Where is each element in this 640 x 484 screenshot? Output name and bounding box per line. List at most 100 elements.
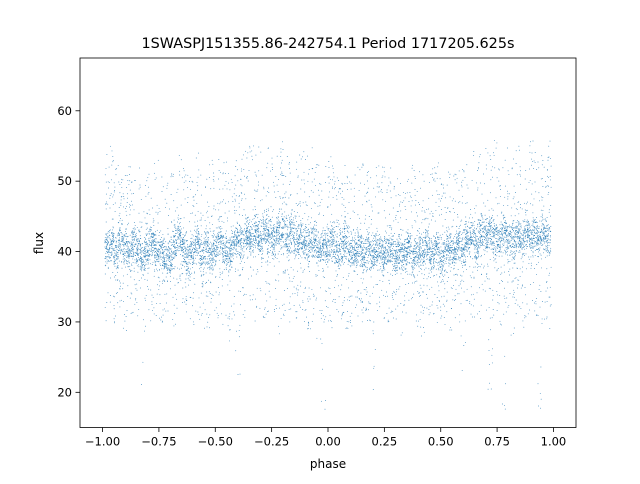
data-point — [169, 208, 170, 210]
data-point — [167, 272, 169, 274]
data-point — [229, 237, 231, 239]
data-point — [233, 252, 235, 254]
data-point — [221, 285, 223, 287]
data-point — [253, 189, 255, 191]
data-point — [183, 181, 185, 183]
data-point — [324, 233, 326, 235]
data-point — [148, 233, 150, 235]
data-point — [225, 267, 227, 269]
data-point — [209, 269, 211, 271]
data-point — [134, 246, 136, 248]
data-point — [342, 276, 344, 278]
data-point — [273, 235, 275, 237]
data-point — [247, 243, 249, 245]
data-point — [190, 273, 191, 275]
data-point — [173, 231, 175, 232]
data-point — [107, 266, 109, 268]
data-point — [161, 249, 163, 250]
data-point — [231, 240, 233, 242]
data-point — [121, 251, 123, 253]
data-point — [275, 232, 277, 234]
data-point — [202, 282, 203, 284]
data-point — [282, 254, 284, 256]
data-point — [347, 327, 349, 329]
data-point — [199, 255, 201, 257]
data-point — [300, 255, 302, 257]
data-point — [236, 229, 238, 230]
data-point — [304, 247, 306, 249]
data-point — [349, 252, 351, 253]
data-point — [246, 242, 248, 243]
data-point — [341, 259, 343, 261]
data-point — [225, 202, 227, 204]
data-point — [343, 204, 345, 206]
data-point — [237, 169, 239, 171]
data-point — [300, 226, 302, 228]
data-point — [217, 227, 219, 229]
data-point — [182, 239, 184, 241]
data-point — [327, 241, 328, 243]
data-point — [334, 257, 336, 258]
data-point — [231, 182, 233, 184]
data-point — [121, 186, 123, 188]
data-point — [144, 185, 146, 187]
data-point — [141, 247, 142, 249]
data-point — [312, 255, 314, 257]
data-point — [196, 251, 198, 253]
data-point — [156, 302, 158, 304]
data-point — [104, 239, 106, 241]
data-point — [277, 243, 278, 245]
data-point — [252, 232, 254, 234]
data-point — [160, 230, 162, 232]
data-point — [108, 187, 110, 189]
data-point — [159, 245, 161, 247]
data-point — [169, 248, 171, 250]
data-point — [119, 228, 121, 230]
data-point — [144, 255, 145, 257]
data-point — [336, 261, 338, 263]
data-point — [303, 179, 305, 181]
data-point — [266, 271, 268, 272]
data-point — [202, 284, 204, 286]
data-point — [171, 251, 173, 253]
data-point — [295, 238, 297, 240]
data-point — [298, 215, 300, 217]
data-point — [108, 246, 110, 248]
data-point — [271, 246, 273, 248]
data-point — [177, 236, 179, 238]
data-point — [243, 251, 245, 253]
data-point — [155, 252, 157, 254]
data-point — [219, 254, 221, 256]
data-point — [223, 260, 225, 262]
data-point — [191, 237, 193, 239]
data-point — [327, 266, 329, 268]
data-point — [310, 227, 312, 229]
data-point — [289, 239, 291, 241]
data-point — [240, 233, 242, 235]
data-point — [253, 229, 255, 231]
data-point — [150, 242, 152, 244]
data-point — [284, 223, 286, 225]
data-point — [161, 257, 163, 259]
data-point — [300, 225, 302, 227]
data-point — [330, 204, 332, 206]
data-point — [246, 236, 248, 238]
data-point — [113, 233, 115, 235]
data-point — [179, 174, 181, 176]
data-point — [169, 268, 171, 270]
data-point — [277, 191, 279, 193]
data-point — [260, 248, 262, 250]
data-point — [308, 232, 310, 234]
data-point — [334, 245, 336, 247]
data-point — [240, 184, 242, 186]
data-point — [184, 234, 186, 236]
data-point — [276, 218, 278, 220]
data-point — [187, 250, 189, 251]
data-point — [215, 275, 217, 277]
data-point — [260, 235, 262, 237]
data-point — [105, 255, 107, 257]
data-point — [341, 197, 343, 198]
data-point — [199, 247, 201, 249]
data-point — [166, 248, 168, 250]
data-point — [338, 259, 340, 261]
